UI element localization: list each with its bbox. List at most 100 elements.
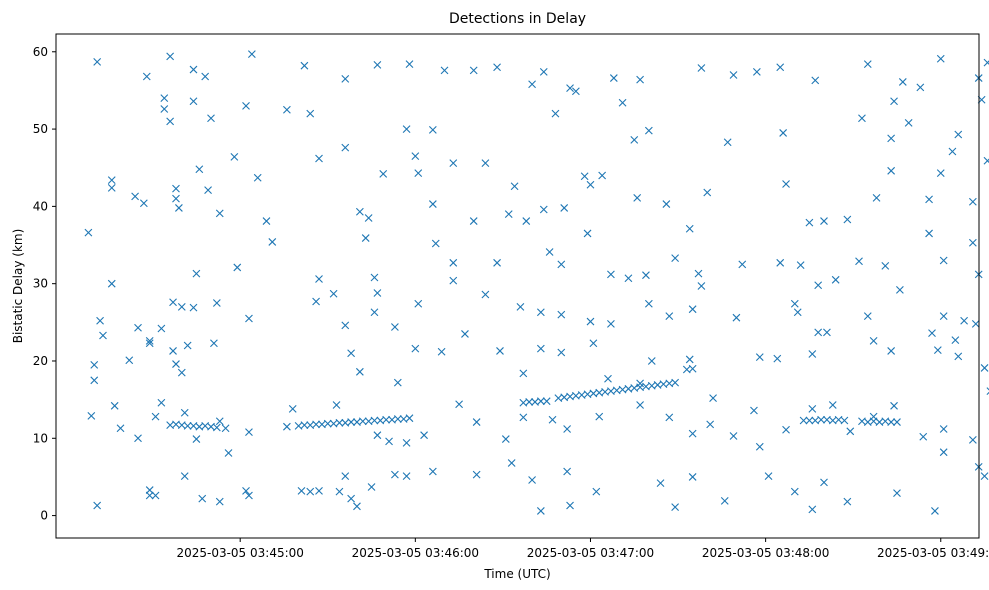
data-point-marker bbox=[428, 467, 437, 476]
data-point-marker bbox=[551, 109, 560, 118]
data-point-marker bbox=[528, 476, 536, 484]
data-point-marker bbox=[242, 102, 250, 110]
data-point-marker bbox=[566, 84, 574, 92]
data-point-marker bbox=[393, 415, 402, 423]
data-point-marker bbox=[732, 313, 741, 322]
data-point-marker bbox=[536, 344, 545, 353]
y-tick-label: 40 bbox=[33, 199, 48, 213]
data-point-marker bbox=[245, 491, 253, 500]
data-point-marker bbox=[980, 472, 989, 481]
data-point-marker bbox=[939, 312, 948, 321]
data-point-marker bbox=[370, 416, 379, 425]
y-tick-label: 20 bbox=[33, 354, 48, 368]
data-point-marker bbox=[814, 281, 823, 290]
data-point-marker bbox=[493, 258, 501, 267]
data-point-marker bbox=[347, 494, 356, 503]
data-point-marker bbox=[776, 258, 785, 267]
data-point-marker bbox=[519, 413, 528, 422]
data-point-marker bbox=[379, 170, 388, 178]
data-point-marker bbox=[846, 427, 855, 436]
data-point-marker bbox=[729, 432, 738, 440]
data-point-marker bbox=[192, 435, 201, 443]
data-point-marker bbox=[157, 398, 166, 407]
data-point-marker bbox=[87, 411, 96, 420]
data-point-marker bbox=[536, 397, 545, 406]
data-point-marker bbox=[221, 424, 230, 433]
data-point-marker bbox=[607, 319, 615, 328]
data-point-marker bbox=[881, 262, 890, 270]
data-point-marker bbox=[472, 418, 481, 426]
data-point-marker bbox=[968, 435, 977, 444]
data-point-marker bbox=[189, 303, 198, 312]
data-point-marker bbox=[890, 401, 898, 410]
data-point-marker bbox=[212, 423, 221, 432]
data-point-marker bbox=[980, 364, 989, 372]
data-point-marker bbox=[782, 425, 790, 434]
data-point-marker bbox=[563, 425, 572, 433]
data-point-marker bbox=[131, 192, 139, 201]
data-point-marker bbox=[329, 289, 338, 298]
data-point-marker bbox=[142, 72, 151, 81]
data-point-marker bbox=[116, 424, 125, 433]
data-point-marker bbox=[414, 169, 423, 178]
data-point-marker bbox=[134, 434, 142, 443]
data-point-marker bbox=[665, 413, 674, 422]
data-point-marker bbox=[586, 317, 595, 326]
y-axis-ticks: 0 10 20 30 40 50 60 bbox=[33, 45, 56, 523]
data-point-marker bbox=[563, 467, 572, 476]
data-point-marker bbox=[481, 159, 490, 167]
data-point-marker bbox=[166, 52, 175, 61]
data-point-marker bbox=[872, 193, 881, 202]
data-point-marker bbox=[843, 497, 852, 506]
data-point-marker bbox=[790, 487, 799, 496]
data-point-marker bbox=[624, 274, 633, 283]
data-point-marker bbox=[925, 229, 933, 238]
data-point-marker bbox=[793, 308, 802, 317]
data-point-marker bbox=[840, 416, 849, 425]
data-point-marker bbox=[817, 415, 825, 424]
data-point-marker bbox=[215, 209, 224, 218]
data-point-marker bbox=[215, 497, 224, 506]
data-point-marker bbox=[539, 205, 548, 214]
data-point-marker bbox=[706, 420, 715, 429]
data-point-marker bbox=[925, 195, 933, 204]
data-point-marker bbox=[210, 339, 218, 348]
data-point-marker bbox=[268, 238, 277, 246]
data-point-marker bbox=[662, 200, 671, 208]
data-point-marker bbox=[931, 507, 939, 515]
data-point-marker bbox=[481, 290, 490, 299]
data-point-marker bbox=[808, 505, 817, 514]
data-point-marker bbox=[402, 125, 411, 133]
data-point-marker bbox=[183, 341, 192, 350]
data-point-marker bbox=[253, 173, 262, 182]
data-point-marker bbox=[808, 405, 817, 413]
x-tick-label: 2025-03-05 03:45:00 bbox=[176, 546, 303, 560]
data-point-marker bbox=[493, 63, 501, 72]
data-point-marker bbox=[983, 156, 989, 165]
data-point-marker bbox=[811, 76, 820, 85]
data-point-marker bbox=[580, 172, 589, 181]
data-point-marker bbox=[341, 74, 350, 83]
data-point-marker bbox=[420, 431, 428, 440]
data-point-marker bbox=[169, 298, 177, 307]
data-point-marker bbox=[364, 214, 373, 222]
data-point-marker bbox=[595, 412, 604, 421]
data-point-marker bbox=[335, 487, 344, 496]
data-point-marker bbox=[855, 257, 863, 266]
data-point-marker bbox=[107, 279, 116, 288]
data-point-marker bbox=[939, 256, 948, 265]
data-point-marker bbox=[750, 406, 758, 415]
data-point-marker bbox=[720, 497, 729, 505]
data-point-marker bbox=[968, 197, 977, 206]
data-point-marker bbox=[437, 347, 446, 356]
chart-title: Detections in Delay bbox=[449, 11, 586, 27]
data-point-marker bbox=[820, 217, 828, 225]
data-point-marker bbox=[172, 360, 180, 368]
data-point-marker bbox=[440, 66, 449, 75]
data-point-marker bbox=[647, 357, 656, 365]
data-point-marker bbox=[99, 331, 107, 340]
data-point-marker bbox=[548, 415, 557, 424]
data-point-marker bbox=[968, 238, 977, 247]
data-point-marker bbox=[799, 416, 808, 425]
data-point-marker bbox=[262, 217, 271, 225]
